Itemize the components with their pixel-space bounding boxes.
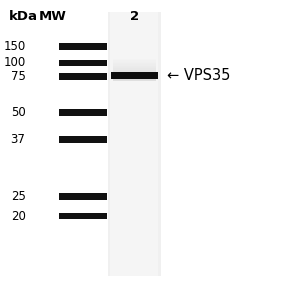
Bar [112,70,156,71]
Bar [58,60,106,66]
Bar [112,63,156,64]
Bar [58,109,106,116]
Bar [58,213,106,219]
Bar [112,79,156,80]
Bar [112,67,156,68]
Text: 50: 50 [11,106,26,119]
Text: 25: 25 [11,190,26,203]
Bar [58,136,106,143]
Bar [112,61,156,63]
Text: MW: MW [39,10,66,23]
Bar [110,12,158,276]
Bar [112,64,156,66]
Bar [58,193,106,200]
Bar [111,72,158,79]
Text: 150: 150 [3,40,26,53]
Bar [108,12,160,276]
Bar [112,80,156,81]
Bar [58,73,106,80]
Bar [112,80,156,81]
Bar [112,68,156,70]
Text: 75: 75 [11,70,26,83]
Text: 37: 37 [11,133,26,146]
Text: ← VPS35: ← VPS35 [167,68,230,83]
Bar [58,43,106,50]
Bar [112,60,156,61]
Bar [112,79,156,80]
Bar [112,59,156,60]
Text: 100: 100 [3,56,26,70]
Bar [112,71,156,72]
Bar [112,80,156,81]
Text: 2: 2 [130,10,139,23]
Text: 20: 20 [11,209,26,223]
Text: kDa: kDa [9,10,38,23]
Bar [112,66,156,67]
